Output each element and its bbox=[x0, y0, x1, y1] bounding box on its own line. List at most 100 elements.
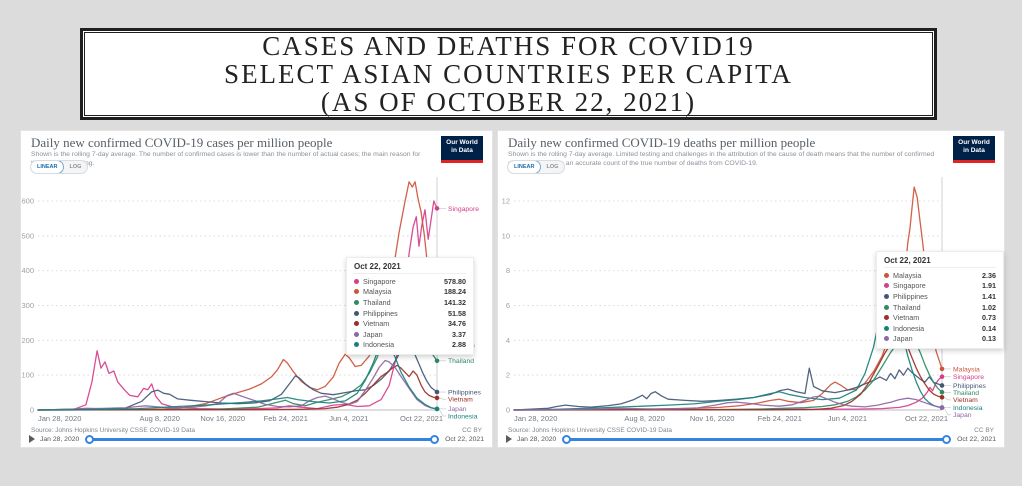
banner-title-line-1: CASES AND DEATHS FOR COVID19 bbox=[262, 31, 755, 61]
x-axis-tick-label: Jun 4, 2021 bbox=[329, 414, 368, 423]
tooltip-series-name: Thailand bbox=[893, 302, 921, 312]
owid-logo[interactable]: Our World in Data bbox=[441, 136, 483, 163]
timeline-start-handle[interactable] bbox=[85, 434, 95, 444]
license-link[interactable]: CC BY bbox=[974, 427, 994, 434]
y-axis-tick-label: 6 bbox=[506, 301, 510, 310]
label-connector bbox=[438, 408, 446, 417]
x-axis-tick-label: Oct 22, 2021 bbox=[905, 414, 948, 423]
timeline-end-handle[interactable] bbox=[942, 434, 952, 444]
series-line-philippines bbox=[513, 367, 943, 411]
hover-tooltip: Oct 22, 2021 Malaysia 2.36 Singapore 1.91 Ph… bbox=[876, 251, 1004, 350]
owid-logo-line-1: Our World bbox=[958, 139, 990, 146]
tooltip-series-name: Singapore bbox=[363, 276, 396, 286]
timeline-control: Jan 28, 2020 Oct 22, 2021 bbox=[506, 434, 996, 444]
log-toggle-button[interactable]: LOG bbox=[546, 164, 559, 170]
tooltip-row: Malaysia 188.24 bbox=[354, 287, 466, 298]
timeline-start-date: Jan 28, 2020 bbox=[40, 435, 80, 443]
series-end-label: Indonesia bbox=[953, 405, 983, 412]
x-axis-tick-label: Feb 24, 2021 bbox=[264, 414, 308, 423]
x-axis-tick-label: Oct 22, 2021 bbox=[400, 414, 443, 423]
timeline-control: Jan 28, 2020 Oct 22, 2021 bbox=[29, 434, 484, 444]
series-endpoint-dot bbox=[939, 366, 945, 372]
y-axis-tick-label: 10 bbox=[502, 231, 510, 240]
y-axis-tick-label: 100 bbox=[21, 371, 34, 380]
series-endpoint-dot bbox=[939, 405, 945, 411]
series-line-singapore bbox=[37, 200, 438, 411]
tooltip-series-value: 34.76 bbox=[448, 319, 466, 329]
tooltip-series-value: 188.24 bbox=[444, 287, 466, 297]
source-note: Source: Johns Hopkins University CSSE CO… bbox=[508, 427, 673, 434]
label-connector bbox=[438, 397, 446, 400]
series-color-dot-icon bbox=[354, 310, 359, 316]
tooltip-series-name: Malaysia bbox=[893, 270, 922, 280]
y-axis-tick-label: 0 bbox=[30, 406, 34, 415]
tooltip-series-value: 51.58 bbox=[448, 308, 466, 318]
tooltip-series-name: Singapore bbox=[893, 281, 926, 291]
tooltip-row: Indonesia 2.88 bbox=[354, 340, 466, 351]
series-color-dot-icon bbox=[354, 342, 359, 348]
tooltip-series-value: 0.13 bbox=[982, 334, 996, 344]
play-button-icon[interactable] bbox=[29, 435, 35, 443]
series-line-malaysia bbox=[513, 186, 943, 411]
series-end-label: Japan bbox=[953, 412, 972, 419]
tooltip-series-name: Philippines bbox=[363, 308, 398, 318]
y-axis-tick-label: 600 bbox=[21, 197, 34, 206]
series-color-dot-icon bbox=[884, 325, 889, 331]
series-endpoint-dot bbox=[939, 374, 945, 380]
timeline-start-date: Jan 28, 2020 bbox=[517, 435, 557, 443]
tooltip-rows: Singapore 578.80 Malaysia 188.24 Thailand 141… bbox=[354, 276, 466, 350]
scale-toggle: LINEAR LOG bbox=[30, 160, 89, 174]
banner-frame: CASES AND DEATHS FOR COVID19 SELECT ASIA… bbox=[80, 28, 937, 120]
chart-subtitle: Shown is the rolling 7-day average. The … bbox=[31, 151, 421, 167]
series-endpoint-dot bbox=[939, 394, 945, 400]
series-end-label: Thailand bbox=[953, 390, 979, 397]
owid-logo-line-2: in Data bbox=[963, 147, 985, 154]
scale-toggle: LINEAR LOG bbox=[507, 160, 566, 174]
tooltip-series-name: Indonesia bbox=[893, 323, 925, 333]
series-color-dot-icon bbox=[884, 293, 889, 299]
y-axis-tick-label: 0 bbox=[506, 406, 510, 415]
linear-toggle-button[interactable]: LINEAR bbox=[508, 161, 542, 173]
tooltip-row: Singapore 1.91 bbox=[884, 281, 996, 292]
license-link[interactable]: CC BY bbox=[462, 427, 482, 434]
banner-inner-frame: CASES AND DEATHS FOR COVID19 SELECT ASIA… bbox=[84, 32, 933, 116]
y-axis-tick-label: 4 bbox=[506, 336, 510, 345]
timeline-track[interactable] bbox=[85, 434, 440, 444]
series-end-label: Vietnam bbox=[953, 397, 978, 404]
series-color-dot-icon bbox=[884, 304, 889, 310]
play-button-icon[interactable] bbox=[506, 435, 512, 443]
timeline-start-handle[interactable] bbox=[562, 434, 572, 444]
y-axis-tick-label: 200 bbox=[21, 336, 34, 345]
chart-title: Daily new confirmed COVID-19 cases per m… bbox=[31, 135, 333, 150]
tooltip-series-name: Japan bbox=[363, 329, 383, 339]
owid-logo-line-2: in Data bbox=[451, 147, 473, 154]
chart-subtitle: Shown is the rolling 7-day average. Limi… bbox=[508, 151, 935, 167]
tooltip-row: Philippines 1.41 bbox=[884, 291, 996, 302]
series-line-thailand bbox=[513, 336, 943, 411]
x-axis-tick-label: Nov 16, 2020 bbox=[690, 414, 735, 423]
series-line-malaysia bbox=[37, 181, 438, 411]
series-endpoint-dot bbox=[939, 383, 945, 388]
series-end-label: Philippines bbox=[953, 383, 986, 390]
owid-logo[interactable]: Our World in Data bbox=[953, 136, 995, 163]
series-endpoint-dot bbox=[434, 389, 440, 395]
series-line-vietnam bbox=[37, 364, 438, 411]
tooltip-series-name: Indonesia bbox=[363, 340, 395, 350]
timeline-track[interactable] bbox=[562, 434, 952, 444]
tooltip-series-value: 0.73 bbox=[982, 313, 996, 323]
tooltip-series-value: 2.36 bbox=[982, 270, 996, 280]
chart-title: Daily new confirmed COVID-19 deaths per … bbox=[508, 135, 816, 150]
tooltip-row: Indonesia 0.14 bbox=[884, 323, 996, 334]
linear-toggle-button[interactable]: LINEAR bbox=[31, 161, 65, 173]
timeline-end-handle[interactable] bbox=[430, 434, 440, 444]
tooltip-row: Thailand 141.32 bbox=[354, 297, 466, 308]
tooltip-series-name: Vietnam bbox=[363, 319, 390, 329]
series-endpoint-dot bbox=[939, 389, 945, 395]
tooltip-series-value: 1.41 bbox=[982, 291, 996, 301]
y-axis-tick-label: 8 bbox=[506, 266, 510, 275]
tooltip-series-value: 1.02 bbox=[982, 302, 996, 312]
log-toggle-button[interactable]: LOG bbox=[69, 164, 82, 170]
tooltip-row: Thailand 1.02 bbox=[884, 302, 996, 313]
x-axis-tick-label: Aug 8, 2020 bbox=[624, 414, 664, 423]
